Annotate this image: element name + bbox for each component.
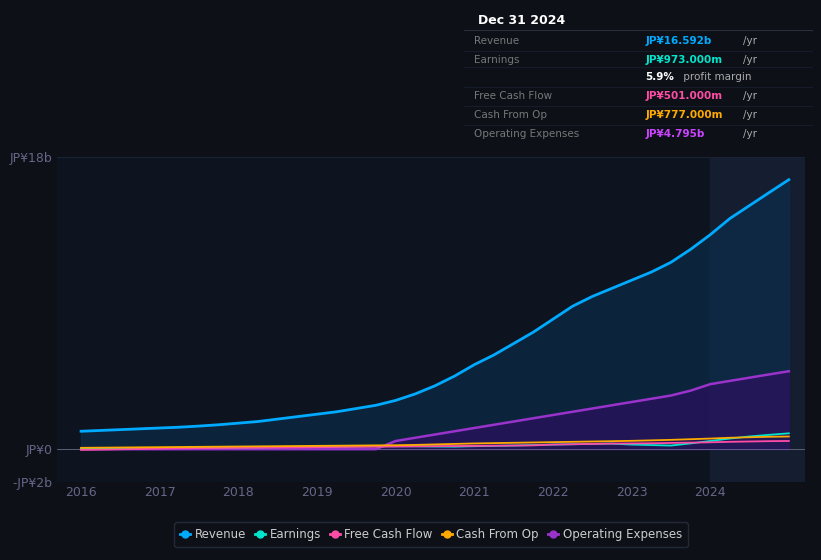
Text: Revenue: Revenue [475, 36, 520, 46]
Text: Dec 31 2024: Dec 31 2024 [478, 14, 565, 27]
Text: JP¥4.795b: JP¥4.795b [645, 129, 704, 139]
Text: Operating Expenses: Operating Expenses [475, 129, 580, 139]
Text: JP¥501.000m: JP¥501.000m [645, 91, 722, 101]
Bar [710, 157, 805, 482]
Text: 5.9%: 5.9% [645, 72, 674, 82]
Text: /yr: /yr [743, 110, 757, 120]
Text: /yr: /yr [743, 55, 757, 65]
Text: /yr: /yr [743, 91, 757, 101]
Text: JP¥973.000m: JP¥973.000m [645, 55, 722, 65]
Text: /yr: /yr [743, 129, 757, 139]
Text: JP¥777.000m: JP¥777.000m [645, 110, 722, 120]
Text: Cash From Op: Cash From Op [475, 110, 548, 120]
Text: Free Cash Flow: Free Cash Flow [475, 91, 553, 101]
Text: JP¥16.592b: JP¥16.592b [645, 36, 712, 46]
Text: /yr: /yr [743, 36, 757, 46]
Text: profit margin: profit margin [680, 72, 752, 82]
Legend: Revenue, Earnings, Free Cash Flow, Cash From Op, Operating Expenses: Revenue, Earnings, Free Cash Flow, Cash … [174, 522, 688, 547]
Text: Earnings: Earnings [475, 55, 520, 65]
